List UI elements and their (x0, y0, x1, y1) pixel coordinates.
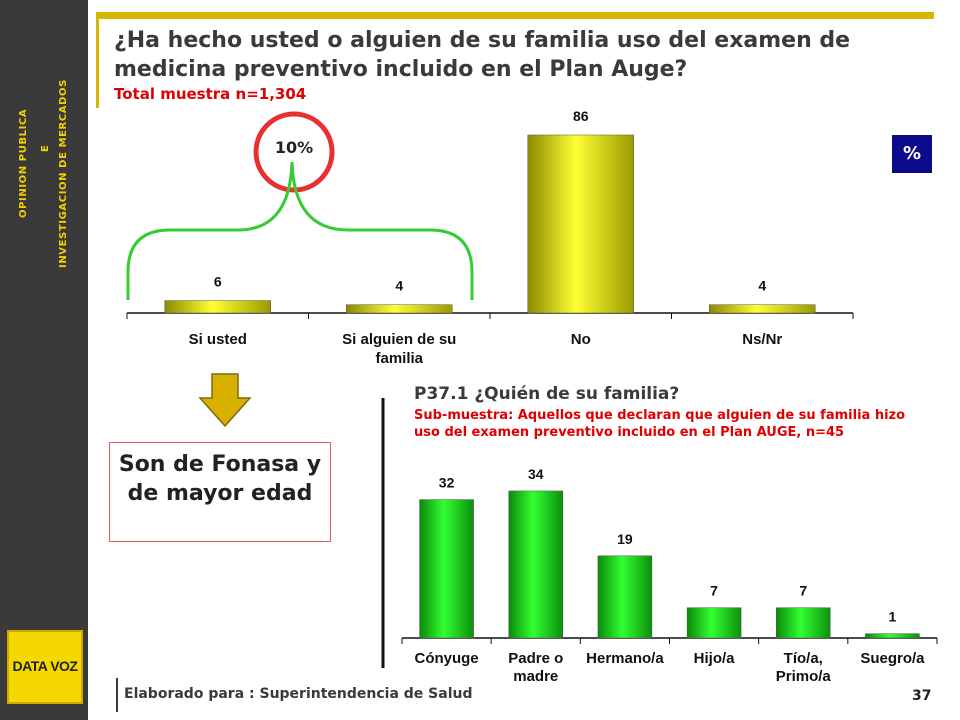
footer-text: Elaborado para : Superintendencia de Sal… (124, 686, 473, 702)
datavoz-logo: DATA VOZ (7, 630, 83, 704)
chart1-category-label: Ns/Nr (742, 331, 782, 348)
highlight-percent: 10% (274, 138, 314, 157)
chart2-value-label: 34 (528, 466, 544, 482)
chart2-bar (419, 499, 474, 639)
page-number: 37 (912, 688, 932, 704)
chart1-bar (346, 304, 453, 314)
chart2-category-label: Tío/a, Primo/a (776, 650, 832, 685)
chart2-value-label: 7 (710, 583, 718, 599)
logo-text: DATA VOZ (12, 658, 78, 674)
highlight-circle (253, 111, 335, 193)
footer-divider (116, 678, 118, 712)
chart1-category-label: No (571, 331, 591, 348)
chart1-bar (164, 300, 271, 314)
page-title: ¿Ha hecho usted o alguien de su familia … (114, 28, 851, 82)
chart2-bar (686, 607, 742, 639)
chart1-category-label: Si usted (189, 331, 247, 348)
chart2-category-label: Hermano/a (586, 650, 664, 667)
chart1-value-label: 86 (573, 108, 589, 124)
main-chart: 6 Si usted 4 Si alguien de su familia 86 No 4 Ns… (126, 108, 854, 367)
chart2-bar (865, 633, 920, 639)
chart2-category-label: Hijo/a (694, 650, 735, 667)
percent-badge: % (892, 135, 932, 173)
sub-chart-description: Sub-muestra: Aquellos que declaran que a… (414, 408, 906, 440)
chart2-category-label: Suegro/a (860, 650, 925, 667)
fonasa-callout: Son de Fonasa y de mayor edad (109, 442, 331, 542)
chart2-value-label: 32 (439, 475, 455, 491)
chart2-value-label: 19 (617, 531, 633, 547)
sub-chart-title: P37.1 ¿Quién de su familia? (414, 384, 680, 404)
chart2-bar (597, 555, 653, 639)
chart1-value-label: 4 (395, 278, 403, 294)
chart2-bar (776, 607, 831, 639)
sample-subtitle: Total muestra n=1,304 (114, 85, 307, 103)
chart2-bar (508, 490, 563, 639)
down-arrow-icon (198, 373, 252, 428)
chart1-category-label: Si alguien de su familia (342, 331, 456, 367)
title-stem (96, 12, 99, 108)
chart1-bar (527, 134, 634, 314)
chart2-category-label: Padre o madre (508, 650, 563, 685)
chart1-value-label: 6 (214, 274, 222, 290)
chart1-value-label: 4 (758, 278, 766, 294)
chart2-value-label: 7 (799, 583, 807, 599)
chart2-value-label: 1 (889, 609, 897, 625)
top-rule (96, 12, 934, 19)
chart1-bar (709, 304, 816, 314)
family-chart: 32 Cónyuge 34 Padre o madre 19 Hermano/a 7 Hijo/… (401, 466, 938, 685)
chart2-category-label: Cónyuge (414, 650, 478, 667)
sidebar: OPINION PUBLICA E INVESTIGACION DE MERCA… (0, 0, 88, 720)
grouping-bracket (126, 161, 474, 300)
